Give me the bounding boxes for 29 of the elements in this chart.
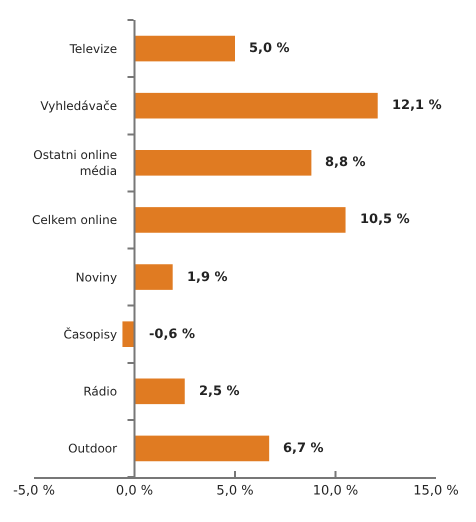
bar xyxy=(134,92,378,119)
y-tick-label: Rádio xyxy=(83,384,118,399)
y-tick-label: Televize xyxy=(68,42,118,56)
y-tick-label: Celkem online xyxy=(32,213,118,228)
bar xyxy=(134,436,270,462)
y-tick-label: Časopisy xyxy=(63,326,118,342)
data-label: 12,1 % xyxy=(392,98,442,113)
y-tick-label: Vyhledávače xyxy=(40,98,118,113)
bar xyxy=(122,321,134,348)
data-label: 2,5 % xyxy=(199,384,240,399)
x-tick-label: 15,0 % xyxy=(413,484,459,499)
x-tick-label: 5,0 % xyxy=(216,484,254,499)
x-tick-label: 10,0 % xyxy=(312,484,358,499)
data-label: -0,6 % xyxy=(149,327,195,342)
y-tick-label: Ostatni online média xyxy=(33,148,118,178)
data-label: 10,5 % xyxy=(360,212,410,227)
y-tick-label: Outdoor xyxy=(68,442,118,456)
bar xyxy=(134,207,346,233)
data-label: 1,9 % xyxy=(187,270,228,285)
data-label: 8,8 % xyxy=(325,155,366,170)
bar xyxy=(134,36,235,62)
bar xyxy=(134,150,312,176)
x-tick-label: 0,0 % xyxy=(116,484,154,499)
bar xyxy=(134,378,185,404)
x-tick-label: -5,0 % xyxy=(13,484,55,499)
y-tick-label: Noviny xyxy=(76,270,118,284)
data-label: 6,7 % xyxy=(283,441,324,456)
bar xyxy=(134,264,173,290)
data-label: 5,0 % xyxy=(249,41,290,56)
